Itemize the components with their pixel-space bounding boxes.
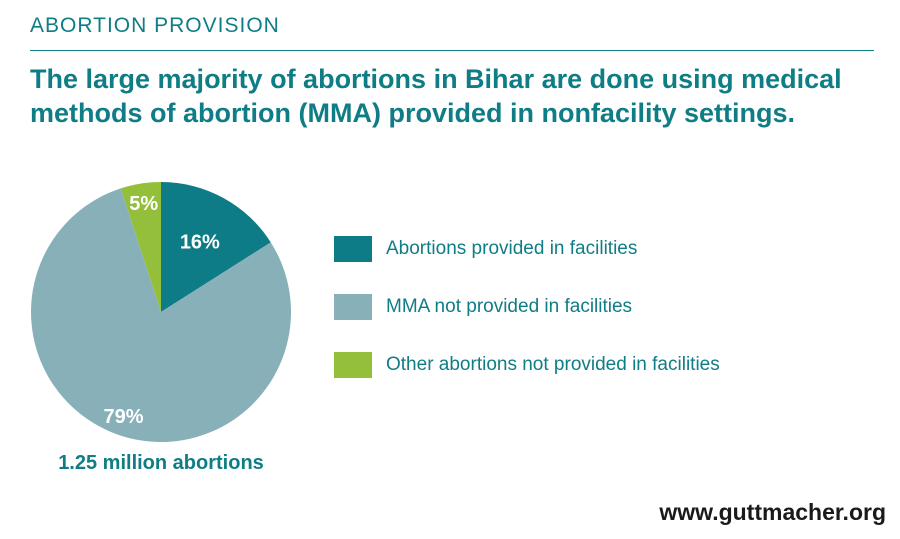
legend-item-facilities: Abortions provided in facilities [334, 235, 720, 263]
legend: Abortions provided in facilities MMA not… [334, 235, 720, 409]
pie-slice-other [120, 182, 161, 312]
legend-label-facilities: Abortions provided in facilities [386, 238, 638, 259]
headline: The large majority of abortions in Bihar… [30, 64, 842, 128]
section-label: ABORTION PROVISION [30, 14, 280, 37]
legend-item-other: Other abortions not provided in faciliti… [334, 351, 720, 379]
legend-swatch-mma [334, 294, 372, 320]
legend-swatch-other [334, 352, 372, 378]
legend-item-mma: MMA not provided in facilities [334, 293, 720, 321]
pie-label-mma: 79% [104, 406, 144, 428]
pie-label-facilities: 16% [180, 231, 220, 253]
legend-label-other: Other abortions not provided in faciliti… [386, 354, 720, 375]
chart-caption: 1.25 million abortions [58, 452, 264, 474]
website-url: www.guttmacher.org [659, 499, 886, 525]
pie-label-other: 5% [129, 193, 158, 215]
legend-label-mma: MMA not provided in facilities [386, 296, 633, 317]
pie-slice-facilities [161, 182, 271, 312]
pie-chart: 16% 79% 5% [30, 182, 291, 443]
legend-swatch-facilities [334, 236, 372, 262]
header-divider [30, 50, 874, 51]
pie-slice-mma [30, 188, 291, 443]
